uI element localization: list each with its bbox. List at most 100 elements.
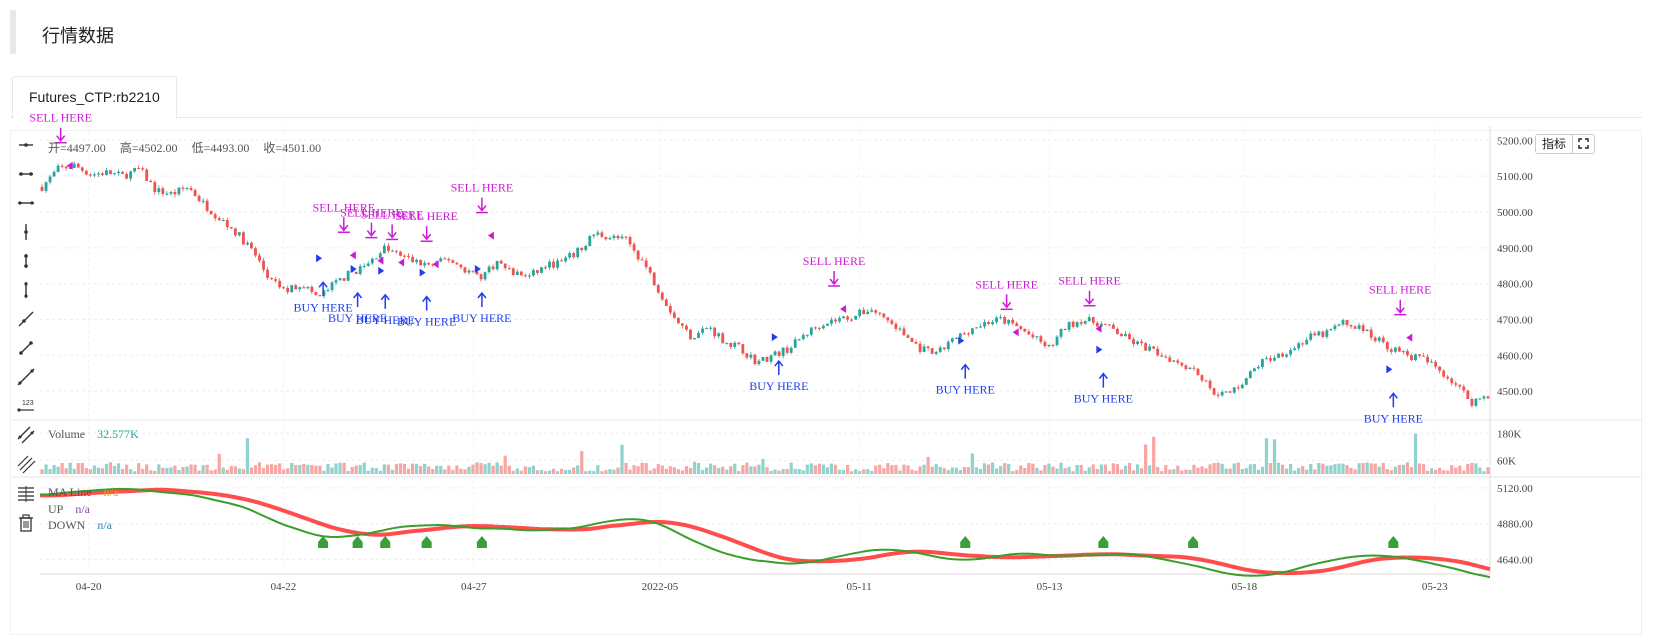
candle-body [1273, 357, 1276, 361]
trend-line-icon[interactable] [12, 364, 40, 390]
sell-marker [840, 305, 847, 314]
volume-bar [100, 468, 105, 474]
candle-body [1144, 343, 1148, 351]
layers-icon[interactable] [12, 481, 40, 507]
candle-body [1422, 355, 1425, 357]
volume-bar [1200, 466, 1204, 474]
vertical-segment-icon[interactable] [12, 248, 40, 274]
candle-body [129, 171, 133, 179]
volume-bar [463, 469, 467, 474]
up-marker [1388, 536, 1399, 548]
indicator-button[interactable]: 指标 [1542, 137, 1567, 151]
volume-bar [161, 467, 165, 474]
volume-bar [717, 468, 721, 474]
candle-body [1087, 317, 1091, 322]
volume-bar [632, 465, 636, 474]
volume-bar [1438, 467, 1442, 474]
volume-bar [1144, 444, 1148, 474]
volume-bar [1486, 467, 1490, 474]
volume-bar [640, 462, 644, 474]
price-label-icon[interactable]: 123 [12, 392, 40, 418]
volume-bar [104, 463, 109, 474]
candle-body [1039, 336, 1043, 343]
volume-bar [233, 466, 237, 474]
tab-futures-ctp-rb2210[interactable]: Futures_CTP:rb2210 [12, 76, 177, 119]
candle-body [1120, 333, 1123, 337]
volume-bar [668, 466, 672, 474]
volume-bar [1043, 465, 1047, 474]
candle-body [1047, 344, 1051, 347]
volume-bar [306, 464, 310, 474]
candle-body [656, 285, 660, 293]
candle-body [52, 171, 56, 177]
candle-body [48, 176, 52, 183]
candle-body [777, 351, 781, 356]
candle-body [1216, 394, 1220, 396]
candle-body [1466, 390, 1470, 400]
time-tick-label: 2022-05 [642, 581, 679, 593]
candle-body [1152, 346, 1156, 349]
candle-body [113, 173, 116, 175]
candle-body [1369, 329, 1373, 338]
horizontal-line-icon[interactable] [12, 190, 40, 216]
candle-body [471, 270, 475, 272]
sell-arrow-head [366, 230, 377, 237]
volume-bar [1236, 462, 1240, 474]
candle-body [882, 313, 886, 318]
volume-bar [1139, 468, 1144, 474]
candle-body [636, 250, 640, 260]
vertical-ray-icon[interactable] [12, 219, 40, 245]
candle-body [620, 236, 624, 239]
trend-ray-icon[interactable] [12, 306, 40, 332]
volume-bar [253, 465, 258, 474]
volume-bar [157, 464, 161, 474]
volume-bar [402, 463, 407, 474]
volume-bar [721, 466, 725, 474]
volume-bar [1361, 463, 1365, 474]
vertical-line-icon[interactable] [12, 277, 40, 303]
candle-body [133, 168, 137, 172]
candle-body [1458, 384, 1462, 387]
parallel-lines-icon[interactable] [12, 422, 40, 448]
volume-bar [1071, 471, 1075, 474]
volume-bar [531, 465, 536, 474]
horizontal-segment-icon[interactable] [12, 161, 40, 187]
candle-body [765, 356, 769, 362]
candle-body [447, 258, 451, 261]
chart-controls: 指标 [1535, 134, 1596, 154]
candle-body [1208, 380, 1212, 389]
fullscreen-icon[interactable] [1572, 135, 1594, 153]
candle-body [92, 174, 96, 176]
volume-bar [628, 469, 632, 474]
volume-bar [543, 471, 548, 474]
volume-bar [982, 463, 987, 474]
drawing-toolbar: 123 [12, 132, 40, 572]
trash-icon[interactable] [12, 510, 40, 536]
volume-bar [362, 462, 366, 474]
candle-body [689, 329, 692, 340]
candle-body [576, 247, 580, 258]
trend-segment-icon[interactable] [12, 335, 40, 361]
candle-body [580, 247, 584, 251]
buy-arrow-head [318, 281, 328, 288]
volume-bar [177, 470, 181, 474]
buy-marker [771, 333, 778, 342]
buy-signal-label: BUY HERE [452, 311, 511, 325]
up-marker [421, 536, 432, 548]
candle-body [1478, 398, 1482, 400]
volume-bar [274, 464, 278, 474]
candle-body [338, 278, 342, 281]
open-value: 开=4497.00 [48, 141, 106, 155]
horizontal-ray-icon[interactable] [12, 132, 40, 158]
candle-body [552, 261, 555, 268]
candle-body [987, 322, 990, 325]
candle-body [826, 323, 829, 326]
sell-signal-label: SELL HERE [313, 200, 376, 214]
candle-body [1031, 334, 1035, 338]
candle-body [1007, 319, 1011, 324]
volume-bar [1103, 464, 1107, 474]
candle-body [1377, 337, 1381, 341]
candle-body [354, 271, 358, 274]
parallel-channel-icon[interactable] [12, 451, 40, 477]
